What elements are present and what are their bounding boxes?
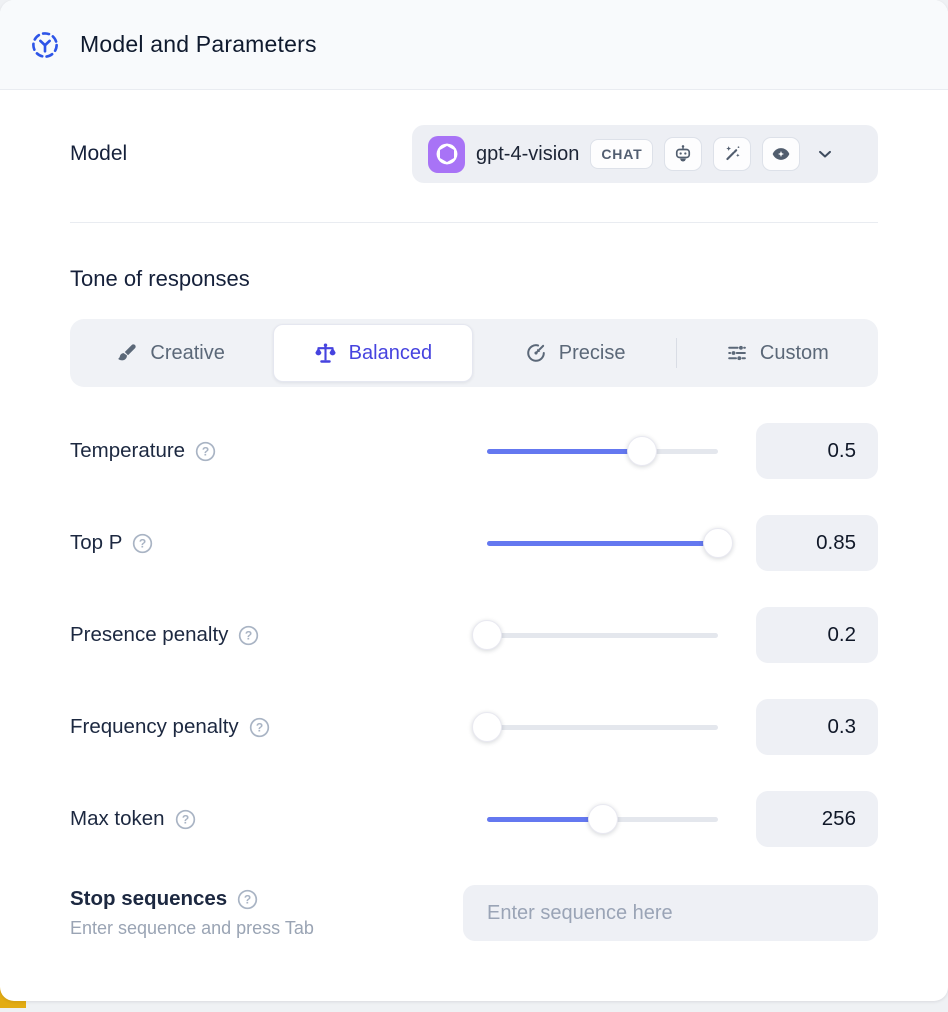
stop-sequences-row: Stop sequences ? Enter sequence and pres… [70, 885, 878, 941]
frequency-penalty-value[interactable]: 0.3 [756, 699, 878, 755]
slider-handle[interactable] [472, 712, 502, 742]
tab-precise[interactable]: Precise [477, 324, 674, 382]
openai-logo-icon [428, 135, 465, 173]
model-select-dropdown[interactable]: gpt-4-vision CHAT [412, 125, 878, 183]
tab-balanced[interactable]: Balanced [273, 324, 473, 382]
stop-sequences-hint: Enter sequence and press Tab [70, 918, 314, 938]
svg-text:?: ? [244, 892, 251, 906]
param-row-temperature: Temperature ? 0.5 [70, 423, 878, 479]
tab-creative[interactable]: Creative [72, 324, 269, 382]
param-row-frequency-penalty: Frequency penalty ? 0.3 [70, 699, 878, 755]
svg-text:?: ? [255, 720, 262, 734]
eye-icon [762, 137, 801, 171]
param-row-max-token: Max token ? 256 [70, 791, 878, 847]
help-icon[interactable]: ? [132, 533, 153, 554]
svg-text:?: ? [139, 536, 146, 550]
help-icon[interactable]: ? [195, 441, 216, 462]
param-row-top-p: Top P ? 0.85 [70, 515, 878, 571]
help-icon[interactable]: ? [237, 889, 258, 910]
frequency-penalty-label: Frequency penalty [70, 715, 239, 738]
model-hub-icon [30, 30, 60, 60]
selected-model-name: gpt-4-vision [476, 142, 580, 165]
param-row-presence-penalty: Presence penalty ? 0.2 [70, 607, 878, 663]
svg-text:?: ? [181, 812, 188, 826]
tone-tabs: Creative Balanced [70, 319, 878, 387]
tone-heading: Tone of responses [70, 266, 250, 291]
frequency-penalty-slider[interactable] [472, 699, 718, 755]
panel-header: Model and Parameters [0, 0, 948, 90]
tab-separator [675, 338, 677, 368]
tab-precise-label: Precise [558, 341, 626, 364]
slider-handle[interactable] [703, 528, 733, 558]
slider-handle[interactable] [587, 804, 618, 834]
tab-balanced-label: Balanced [348, 341, 433, 364]
page-title: Model and Parameters [80, 31, 317, 57]
help-icon[interactable]: ? [249, 717, 270, 738]
tab-creative-label: Creative [150, 341, 225, 364]
max-token-label: Max token [70, 807, 165, 830]
top-p-label: Top P [70, 531, 123, 554]
temperature-value[interactable]: 0.5 [756, 423, 878, 479]
paintbrush-icon [116, 342, 138, 364]
help-icon[interactable]: ? [175, 809, 196, 830]
balance-scale-icon [314, 342, 337, 365]
magic-wand-icon [713, 137, 752, 171]
top-p-value[interactable]: 0.85 [756, 515, 878, 571]
robot-icon [664, 137, 703, 171]
stop-sequence-input[interactable] [463, 885, 878, 941]
section-divider [70, 222, 878, 223]
tab-custom-label: Custom [759, 341, 829, 364]
tab-custom[interactable]: Custom [679, 324, 876, 382]
temperature-label: Temperature [70, 439, 186, 462]
presence-penalty-label: Presence penalty [70, 623, 229, 646]
temperature-slider[interactable] [487, 423, 718, 479]
svg-text:?: ? [245, 628, 252, 642]
model-label: Model [70, 142, 128, 165]
chevron-down-icon [815, 144, 835, 164]
presence-penalty-slider[interactable] [472, 607, 718, 663]
slider-handle[interactable] [626, 436, 657, 466]
top-p-slider[interactable] [487, 515, 733, 571]
svg-text:?: ? [202, 444, 209, 458]
model-type-badge: CHAT [590, 139, 654, 169]
max-token-slider[interactable] [487, 791, 718, 847]
stop-sequences-label: Stop sequences [70, 887, 228, 910]
slider-handle[interactable] [472, 620, 502, 650]
target-arrow-icon [525, 342, 547, 364]
model-row: Model gpt-4-vision CHAT [70, 125, 878, 183]
presence-penalty-value[interactable]: 0.2 [756, 607, 878, 663]
max-token-value[interactable]: 256 [756, 791, 878, 847]
sliders-icon [726, 342, 748, 364]
help-icon[interactable]: ? [238, 625, 259, 646]
